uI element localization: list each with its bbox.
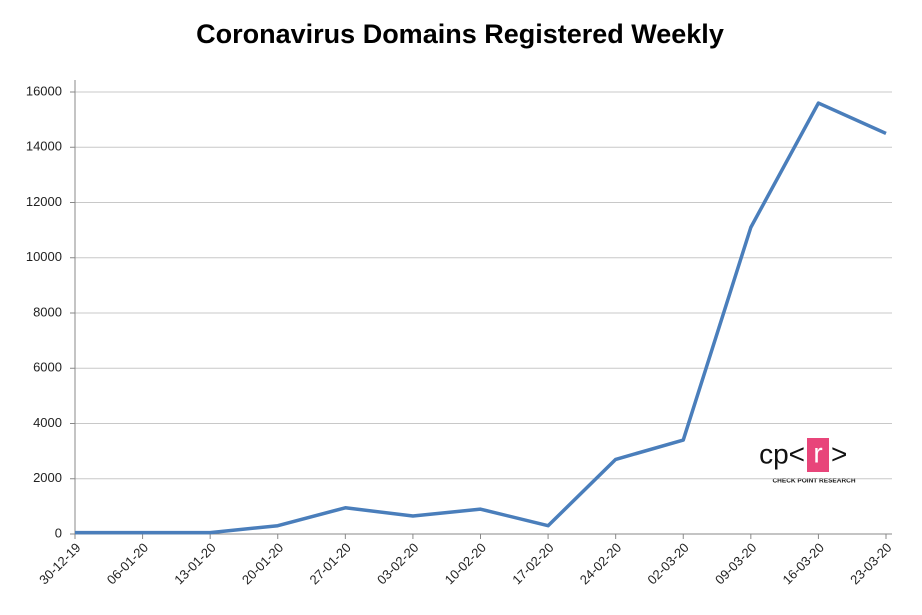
logo-caption: CHECK POINT RESEARCH — [772, 478, 855, 485]
y-tick-label: 12000 — [26, 194, 62, 209]
x-tick-label: 20-01-20 — [239, 540, 286, 587]
y-tick-label: 14000 — [26, 139, 62, 154]
y-tick-label: 10000 — [26, 249, 62, 264]
y-tick-label: 8000 — [33, 304, 62, 319]
y-tick-label: 2000 — [33, 470, 62, 485]
x-tick-label: 13-01-20 — [171, 540, 218, 587]
x-tick-label: 17-02-20 — [509, 540, 556, 587]
x-tick-label: 02-03-20 — [644, 540, 691, 587]
x-tick-label: 03-02-20 — [374, 540, 421, 587]
x-tick-label: 16-03-20 — [780, 540, 827, 587]
x-tick-label: 23-03-20 — [847, 540, 894, 587]
y-tick-label: 16000 — [26, 83, 62, 98]
y-tick-label: 4000 — [33, 415, 62, 430]
x-tick-label: 06-01-20 — [104, 540, 151, 587]
logo-mid: r — [813, 437, 822, 468]
logo-left: cp< — [759, 438, 805, 469]
x-tick-label: 10-02-20 — [442, 540, 489, 587]
x-tick-label: 24-02-20 — [577, 540, 624, 587]
logo-box — [807, 438, 829, 472]
y-tick-label: 6000 — [33, 360, 62, 375]
line-series — [75, 101, 887, 535]
x-tick-label: 27-01-20 — [306, 540, 353, 587]
logo: cp< r > CHECK POINT RESEARCH — [759, 437, 856, 484]
y-tick-label: 0 — [55, 525, 62, 540]
chart-title: Coronavirus Domains Registered Weekly — [196, 19, 724, 49]
x-tick-label: 30-12-19 — [36, 540, 83, 587]
logo-right: > — [831, 438, 847, 469]
x-tick-label: 09-03-20 — [712, 540, 759, 587]
